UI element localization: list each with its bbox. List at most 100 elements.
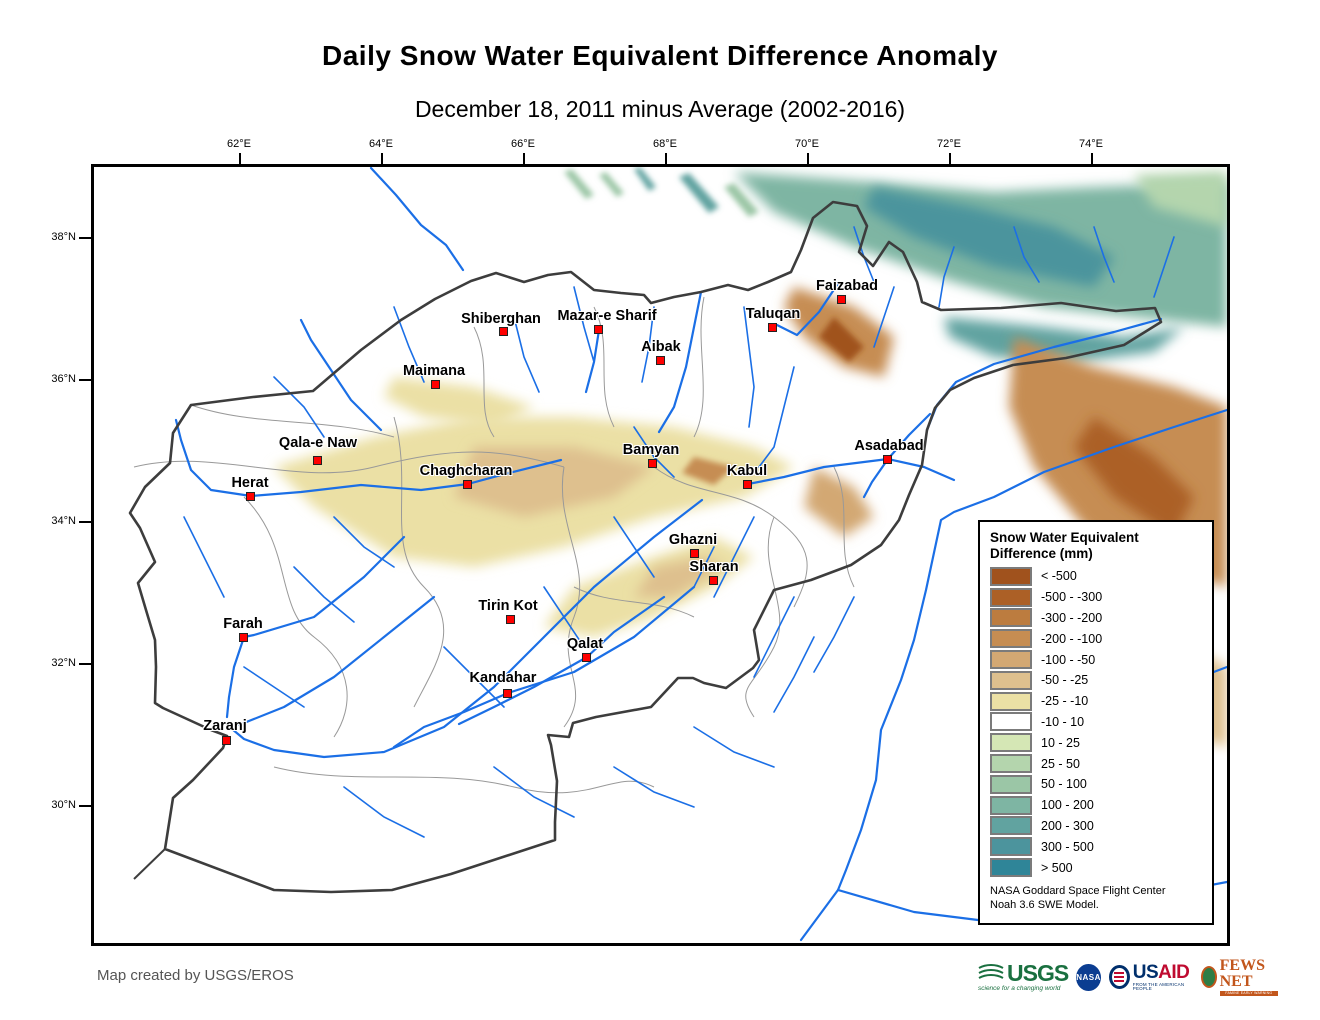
iran-pakistan-border-line: [133, 848, 166, 880]
city-dot-qalat: [582, 653, 591, 662]
longitude-tick-label: 70°E: [795, 138, 819, 150]
city-dot-chaghcharan: [463, 480, 472, 489]
city-label: Mazar-e Sharif: [557, 308, 657, 324]
city-label: Farah: [223, 616, 263, 632]
latitude-tick-label: 30°N: [51, 799, 76, 811]
river-tributary-line: [1093, 226, 1115, 283]
legend-swatch: [990, 774, 1032, 794]
latitude-tick-label: 36°N: [51, 373, 76, 385]
legend-row: 300 - 500: [990, 836, 1212, 857]
river-line: [299, 318, 383, 432]
anomaly-patch: [819, 317, 864, 362]
river-line: [230, 498, 704, 759]
longitude-tick: [665, 153, 667, 164]
city-label: Shiberghan: [461, 311, 541, 327]
legend-row: > 500: [990, 857, 1212, 878]
river-tributary-line: [633, 426, 675, 478]
city-dot-shiberghan: [499, 327, 508, 336]
longitude-tick: [1091, 153, 1093, 164]
latitude-tick: [79, 663, 91, 665]
province-border-line: [133, 451, 565, 474]
city-dot-mazar-e-sharif: [594, 325, 603, 334]
city-label: Faizabad: [815, 278, 879, 294]
legend-label: > 500: [1041, 860, 1073, 875]
longitude-tick: [807, 153, 809, 164]
longitude-tick-label: 64°E: [369, 138, 393, 150]
river-tributary-line: [813, 596, 855, 673]
city-label: Tirin Kot: [478, 598, 538, 614]
logo-strip: USGS science for a changing world NASA U…: [978, 954, 1278, 1000]
province-border-line: [693, 296, 705, 438]
fews-net-tagline: FAMINE EARLY WARNING SYSTEMS NETWORK: [1219, 991, 1278, 1000]
river-tributary-line: [938, 246, 955, 308]
legend-swatch: [990, 608, 1032, 628]
legend-row: -300 - -200: [990, 608, 1212, 629]
city-dot-sharan: [709, 576, 718, 585]
longitude-tick-label: 74°E: [1079, 138, 1103, 150]
longitude-tick-label: 66°E: [511, 138, 535, 150]
longitude-tick-label: 68°E: [653, 138, 677, 150]
legend-swatch: [990, 670, 1032, 690]
river-tributary-line: [1013, 226, 1040, 283]
city-dot-farah: [239, 633, 248, 642]
legend-swatch: [990, 566, 1032, 586]
anomaly-patch: [724, 183, 759, 217]
river-line: [775, 280, 841, 337]
legend-swatch: [990, 795, 1032, 815]
province-border-line: [653, 466, 808, 608]
legend-label: 50 - 100: [1041, 777, 1087, 792]
usaid-wordmark-aid: AID: [1158, 961, 1190, 983]
anomaly-patch: [599, 172, 624, 197]
province-border-line: [833, 466, 855, 588]
river-tributary-line: [773, 636, 815, 713]
river-tributary-line: [873, 286, 895, 348]
city-dot-bamyan: [648, 459, 657, 468]
legend-row: -50 - -25: [990, 670, 1212, 691]
province-borders: [133, 296, 855, 794]
legend-row: 25 - 50: [990, 753, 1212, 774]
legend-title-line1: Snow Water Equivalent: [990, 530, 1139, 545]
legend-swatch: [990, 858, 1032, 878]
legend-label: -50 - -25: [1041, 673, 1089, 688]
river-tributary-line: [753, 596, 795, 678]
legend-swatch: [990, 837, 1032, 857]
river-tributary-line: [343, 786, 425, 838]
city-dot-zaranj: [222, 736, 231, 745]
province-border-line: [190, 404, 395, 438]
legend-row: -500 - -300: [990, 587, 1212, 608]
river-tributary-line: [613, 516, 655, 578]
river-tributary-line: [273, 376, 325, 438]
anomaly-patch: [634, 557, 724, 597]
city-label: Ghazni: [668, 532, 718, 548]
fews-net-wordmark: FEWS NET: [1219, 957, 1265, 990]
longitude-tick: [949, 153, 951, 164]
city-dot-faizabad: [837, 295, 846, 304]
city-label: Kandahar: [469, 670, 537, 686]
city-label: Qala-e Naw: [278, 435, 358, 451]
city-label: Asadabad: [854, 438, 924, 454]
river-tributary-line: [573, 286, 595, 363]
city-label: Aibak: [641, 339, 681, 355]
river-line: [174, 418, 563, 498]
longitude-tick: [523, 153, 525, 164]
province-border-line: [561, 466, 581, 728]
river-line: [746, 457, 956, 486]
province-border-line: [473, 326, 495, 438]
fews-net-logo: FEWS NET FAMINE EARLY WARNING SYSTEMS NE…: [1200, 957, 1278, 1000]
river-tributary-line: [641, 306, 655, 383]
legend: Snow Water Equivalent Difference (mm) < …: [978, 520, 1214, 925]
usaid-seal-icon: [1108, 965, 1130, 989]
city-dot-qala-e-naw: [313, 456, 322, 465]
province-border-line: [243, 496, 348, 738]
legend-swatch: [990, 650, 1032, 670]
legend-label: 100 - 200: [1041, 798, 1094, 813]
usgs-tagline: science for a changing world: [978, 984, 1061, 992]
city-dot-kabul: [743, 480, 752, 489]
legend-label: -10 - 10: [1041, 714, 1085, 729]
legend-row: -200 - -100: [990, 628, 1212, 649]
latitude-tick: [79, 237, 91, 239]
river-line: [457, 595, 666, 726]
legend-row: 200 - 300: [990, 816, 1212, 837]
city-label: Sharan: [689, 559, 739, 575]
